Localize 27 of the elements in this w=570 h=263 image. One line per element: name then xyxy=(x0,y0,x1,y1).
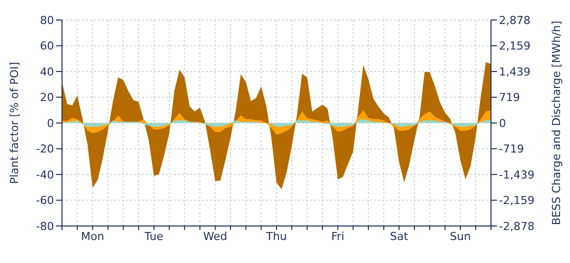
y-tick-label: 60 xyxy=(40,40,54,53)
y2-axis-title: BESS Charge and Discharge [MWh/h] xyxy=(550,20,563,226)
x-tick-label: Wed xyxy=(203,230,228,243)
y2-tick-label: -2,159 xyxy=(499,194,534,208)
x-tick-label: Tue xyxy=(144,230,164,243)
y-tick-label: 0 xyxy=(47,116,54,130)
y2-tick-label: -2,878 xyxy=(499,220,534,233)
y-tick-label: 20 xyxy=(40,91,54,104)
y-tick-label: -80 xyxy=(36,220,54,233)
y-tick-label: 80 xyxy=(40,14,54,27)
x-tick-label: Mon xyxy=(81,230,104,243)
y2-tick-label: -1,439 xyxy=(499,168,534,182)
y-tick-label: -40 xyxy=(36,168,54,182)
x-tick-label: Sat xyxy=(390,230,409,243)
y2-tick-label: 0 xyxy=(499,116,506,130)
y2-tick-label: 2,878 xyxy=(499,14,530,27)
y-tick-label: -60 xyxy=(36,194,54,208)
y-tick-label: -20 xyxy=(36,142,54,156)
x-tick-label: Thu xyxy=(265,230,287,243)
y2-tick-label: -719 xyxy=(499,142,524,156)
y-axis-title: Plant factor [% of POI] xyxy=(8,62,21,184)
y2-tick-label: 2,159 xyxy=(499,40,530,53)
y2-tick-label: 1,439 xyxy=(499,65,530,78)
x-tick-label: Sun xyxy=(450,230,471,243)
x-tick-label: Fri xyxy=(331,230,344,243)
y2-tick-label: 719 xyxy=(499,91,520,104)
y-tick-label: 40 xyxy=(40,65,54,78)
